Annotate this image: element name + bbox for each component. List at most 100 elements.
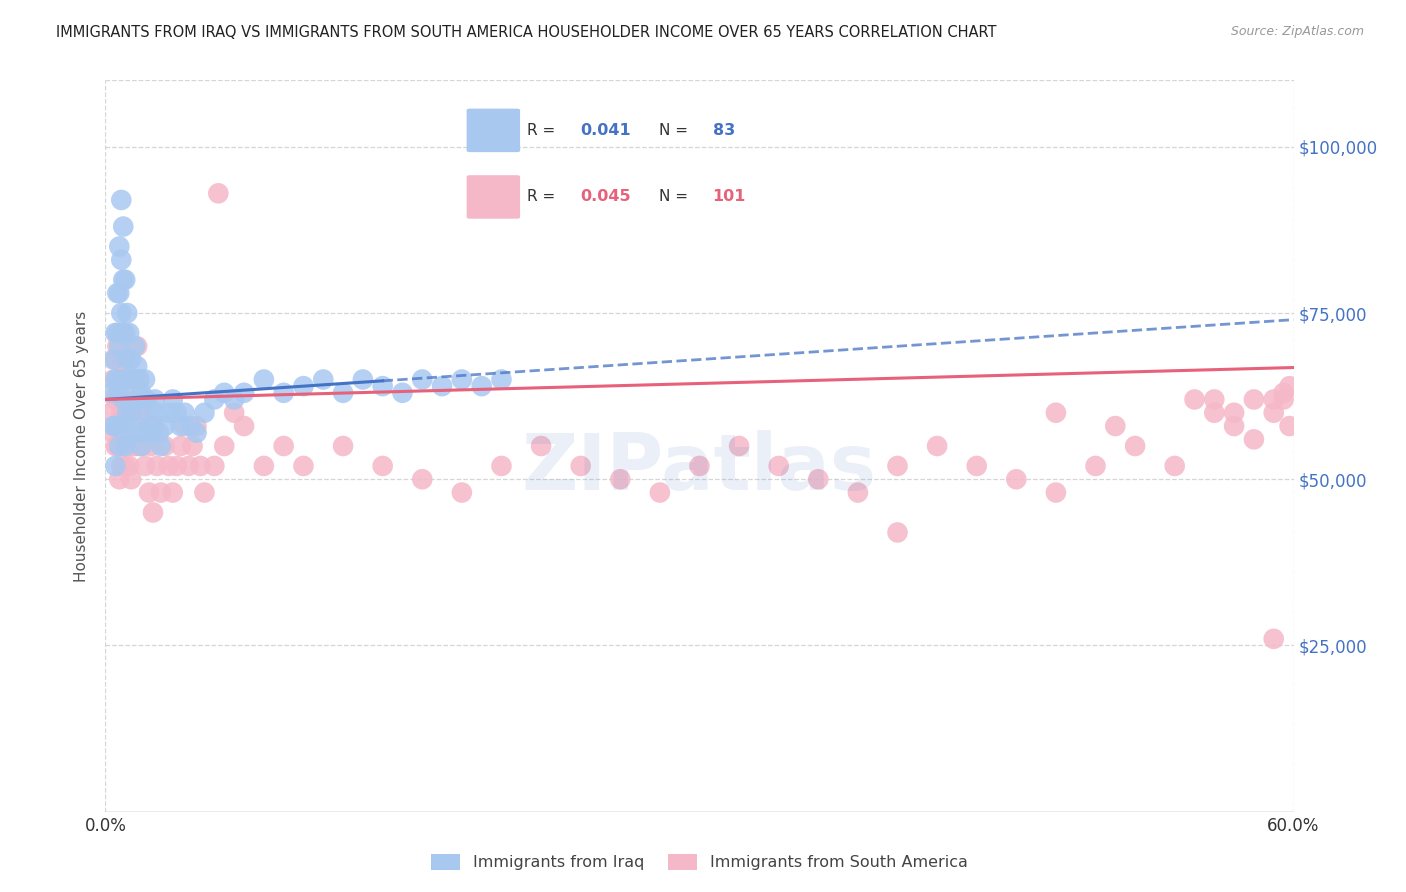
Point: [115, 306, 138, 320]
Point: [143, 392, 166, 407]
Point: [186, 419, 208, 434]
Point: [136, 392, 159, 407]
Point: [129, 406, 152, 420]
Text: IMMIGRANTS FROM IRAQ VS IMMIGRANTS FROM SOUTH AMERICA HOUSEHOLDER INCOME OVER 65: IMMIGRANTS FROM IRAQ VS IMMIGRANTS FROM …: [56, 25, 997, 40]
Point: [114, 406, 136, 420]
Point: [110, 458, 132, 473]
Point: [108, 239, 131, 253]
Point: [128, 372, 150, 386]
Point: [124, 372, 146, 386]
Point: [153, 419, 176, 434]
Point: [108, 472, 131, 486]
Point: [114, 372, 136, 386]
Point: [190, 458, 212, 473]
Point: [120, 406, 142, 420]
Point: [104, 372, 127, 386]
Point: [233, 419, 256, 434]
Point: [391, 385, 413, 400]
Point: [110, 372, 132, 386]
Point: [104, 392, 127, 407]
Point: [186, 425, 208, 440]
Point: [100, 385, 122, 400]
Point: [966, 458, 988, 473]
Point: [110, 406, 132, 420]
Point: [115, 406, 138, 420]
Point: [170, 419, 193, 434]
Point: [153, 439, 176, 453]
Point: [332, 385, 354, 400]
Point: [127, 406, 149, 420]
Point: [925, 439, 948, 453]
Point: [233, 385, 256, 400]
Point: [114, 352, 136, 367]
Point: [143, 419, 166, 434]
Point: [1272, 385, 1295, 400]
Point: [430, 379, 453, 393]
Point: [114, 439, 136, 453]
Point: [112, 439, 135, 453]
Point: [124, 339, 146, 353]
Point: [139, 425, 162, 440]
Point: [112, 273, 135, 287]
Point: [491, 372, 513, 386]
Point: [105, 339, 128, 353]
Point: [132, 439, 155, 453]
Point: [105, 419, 128, 434]
Point: [162, 485, 184, 500]
Point: [312, 372, 335, 386]
Point: [166, 458, 188, 473]
Point: [173, 419, 195, 434]
Point: [450, 485, 472, 500]
Point: [118, 392, 141, 407]
Point: [886, 458, 908, 473]
Point: [108, 326, 131, 340]
Point: [768, 458, 790, 473]
Point: [134, 372, 156, 386]
Point: [609, 472, 631, 486]
Point: [177, 458, 200, 473]
Point: [122, 425, 145, 440]
Point: [112, 372, 135, 386]
Point: [1104, 419, 1126, 434]
Point: [108, 439, 131, 453]
Point: [170, 439, 193, 453]
Point: [214, 385, 236, 400]
Point: [162, 392, 184, 407]
Point: [110, 306, 132, 320]
Point: [138, 406, 160, 420]
Point: [846, 485, 869, 500]
Point: [110, 252, 132, 267]
Point: [530, 439, 553, 453]
Point: [103, 352, 125, 367]
Point: [146, 458, 169, 473]
Point: [157, 406, 180, 420]
Point: [124, 392, 146, 407]
Point: [1243, 433, 1265, 447]
Point: [104, 352, 127, 367]
Point: [193, 485, 215, 500]
Point: [450, 372, 472, 386]
Point: [112, 219, 135, 234]
Point: [108, 339, 131, 353]
Point: [411, 372, 433, 386]
Point: [134, 392, 156, 407]
Point: [1223, 406, 1246, 420]
Point: [253, 458, 276, 473]
Point: [648, 485, 671, 500]
Point: [886, 525, 908, 540]
Text: Source: ZipAtlas.com: Source: ZipAtlas.com: [1230, 25, 1364, 38]
Point: [112, 326, 135, 340]
Point: [115, 439, 138, 453]
Point: [1278, 379, 1301, 393]
Point: [142, 506, 165, 520]
Point: [120, 406, 142, 420]
Point: [1045, 406, 1067, 420]
Point: [114, 273, 136, 287]
Point: [127, 359, 149, 374]
Point: [202, 458, 225, 473]
Point: [292, 458, 315, 473]
Point: [491, 458, 513, 473]
Point: [112, 392, 135, 407]
Point: [371, 379, 394, 393]
Point: [134, 458, 156, 473]
